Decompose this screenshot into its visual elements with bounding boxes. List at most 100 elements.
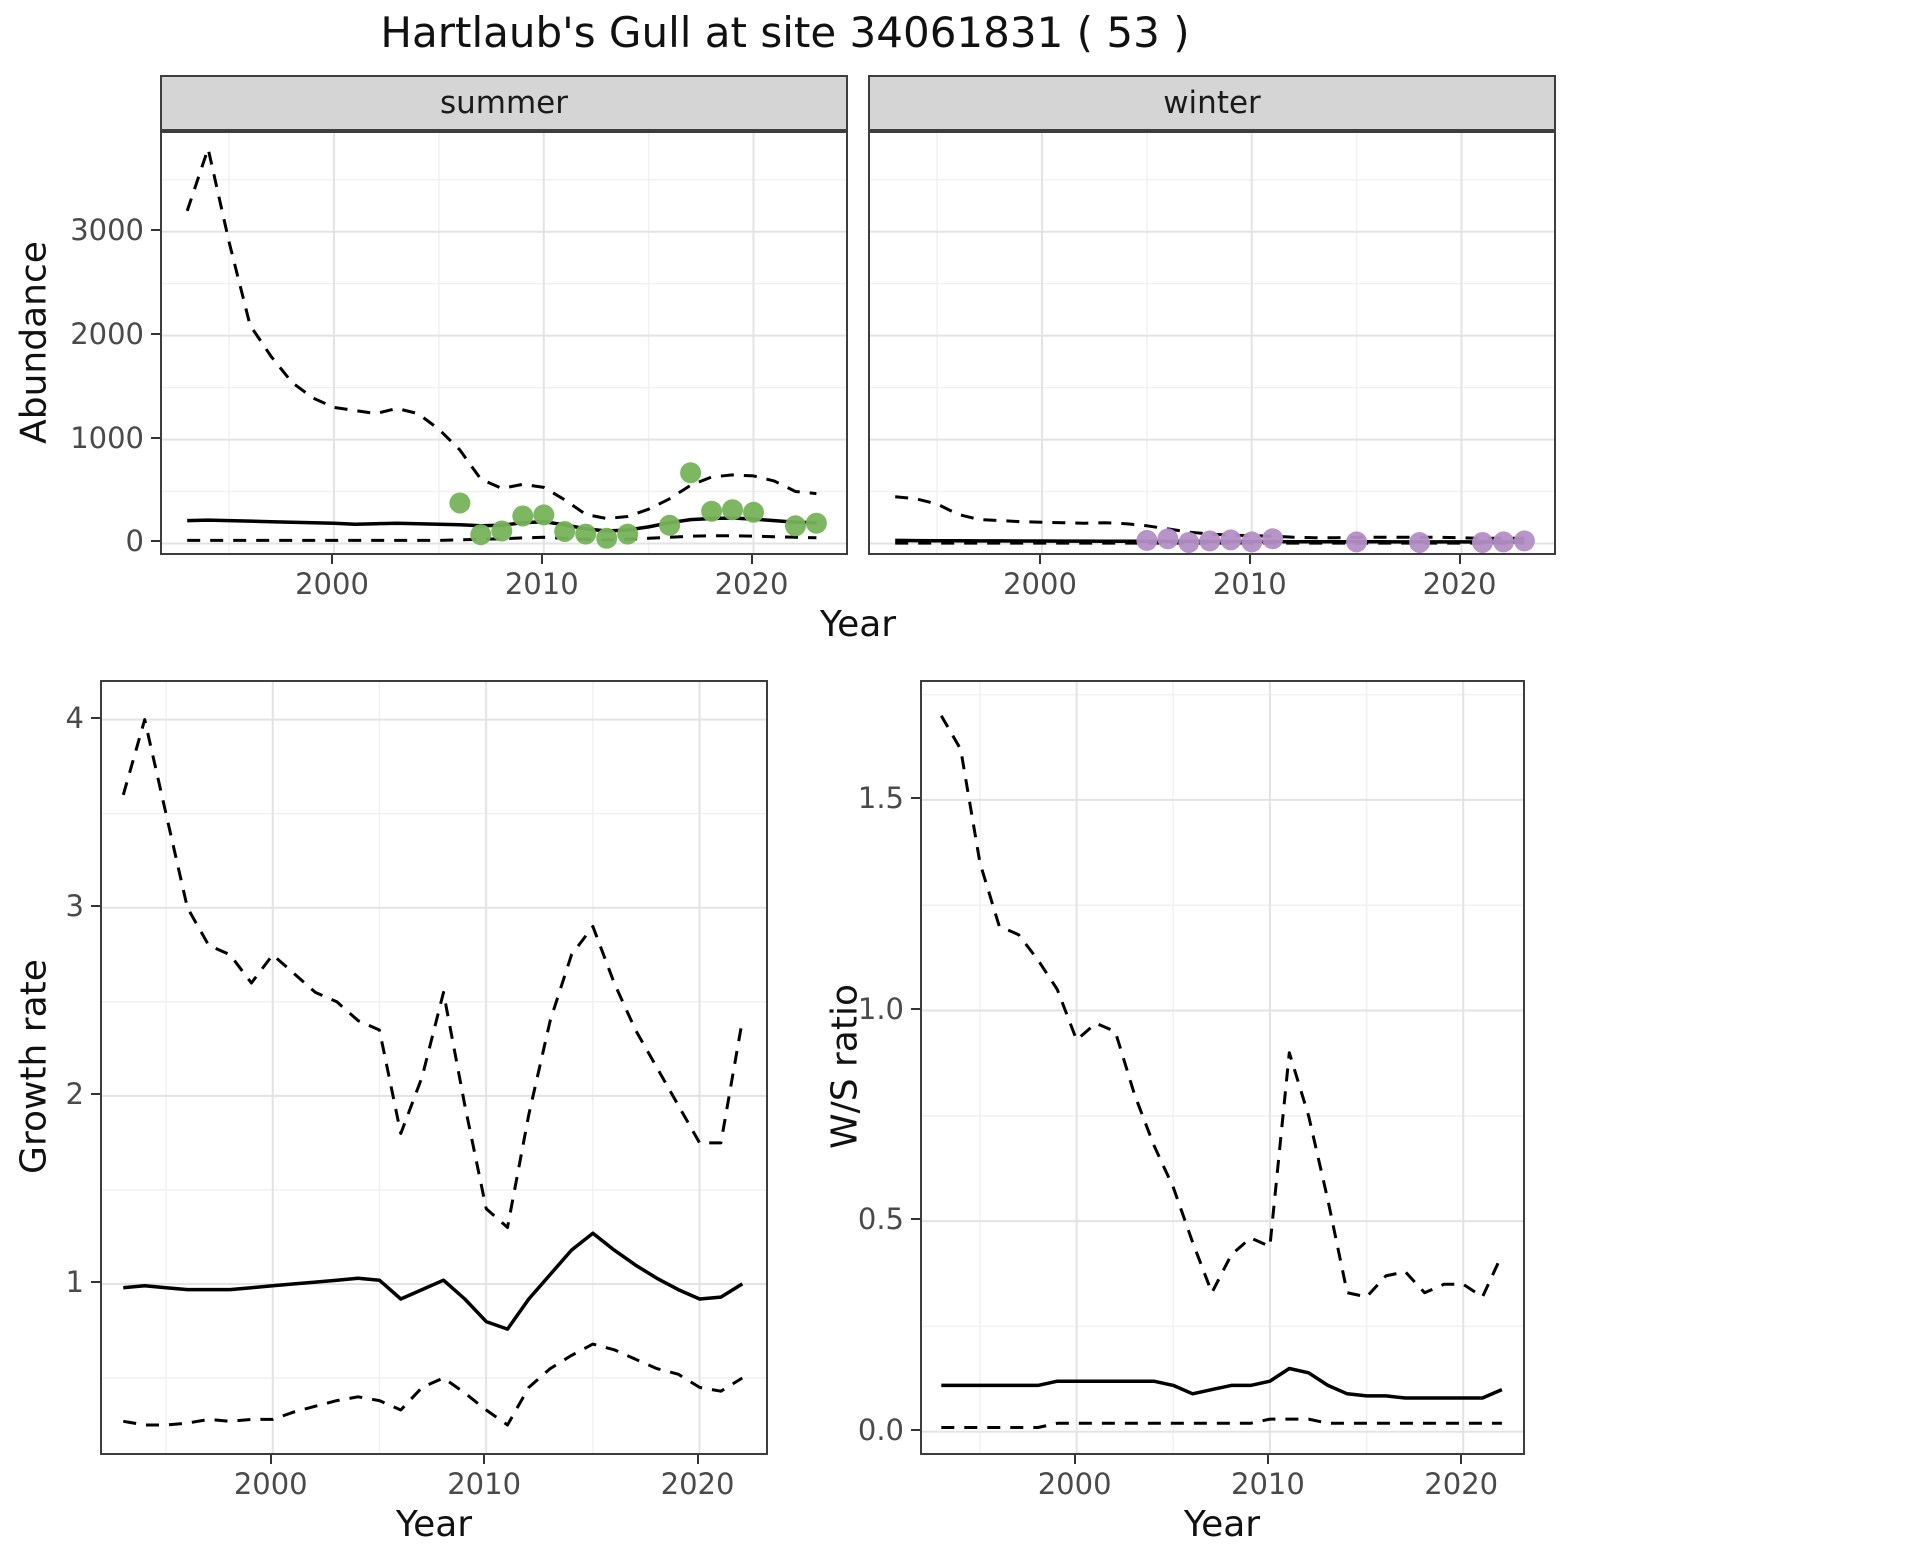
abundance_summer-observation-point bbox=[701, 500, 723, 522]
x-axis-tick-label: 2000 bbox=[1003, 567, 1077, 601]
growth-rate-axis-title: Growth rate bbox=[13, 959, 55, 1174]
abundance_winter-observation-point bbox=[1493, 531, 1514, 553]
x-axis-tick-label: 2020 bbox=[1424, 1467, 1499, 1501]
abundance_winter-observation-point bbox=[1241, 531, 1263, 553]
y-axis-tick-mark bbox=[91, 904, 100, 907]
y-axis-tick-label: 3 bbox=[65, 888, 84, 923]
abundance_summer-observation-point bbox=[491, 520, 513, 542]
x-axis-tick-mark bbox=[540, 555, 543, 564]
top-year-axis-title: Year bbox=[819, 604, 897, 645]
y-axis-tick-mark bbox=[911, 1007, 920, 1010]
y-axis-tick-mark bbox=[151, 540, 160, 543]
growth_rate-upper-ci-line bbox=[121, 718, 744, 1229]
abundance_summer-observation-point bbox=[554, 521, 576, 542]
abundance_winter-observation-point bbox=[1178, 532, 1200, 553]
abundance_summer-plot-area bbox=[162, 133, 846, 553]
y-axis-tick-label: 0 bbox=[125, 524, 144, 559]
abundance_summer-observation-point bbox=[617, 523, 639, 545]
growth_rate-plot-area bbox=[102, 682, 766, 1453]
y-axis-tick-mark bbox=[911, 1218, 920, 1221]
abundance_summer-observation-point bbox=[449, 492, 471, 514]
y-axis-tick-label: 0.5 bbox=[857, 1202, 904, 1237]
x-axis-tick-label: 2010 bbox=[504, 567, 579, 601]
y-axis-tick-label: 1000 bbox=[70, 420, 144, 455]
y-axis-tick-label: 1.0 bbox=[857, 991, 904, 1026]
x-axis-tick-mark bbox=[1248, 555, 1251, 564]
y-axis-tick-mark bbox=[91, 1092, 100, 1095]
y-axis-tick-mark bbox=[151, 332, 160, 335]
abundance_winter-observation-point bbox=[1136, 529, 1158, 551]
facet-strip-winter-label: winter bbox=[1163, 85, 1261, 121]
abundance_winter-observation-point bbox=[1157, 528, 1179, 550]
abundance_summer-observation-point bbox=[596, 527, 618, 549]
y-axis-tick-label: 2000 bbox=[70, 316, 144, 351]
abundance_summer-observation-point bbox=[785, 515, 806, 537]
abundance_summer-observation-point bbox=[512, 505, 534, 527]
abundance_winter-observation-point bbox=[1262, 528, 1284, 550]
growth_rate-lower-ci-line bbox=[123, 1342, 744, 1427]
x-axis-tick-label: 2010 bbox=[447, 1467, 522, 1501]
abundance_summer-observation-point bbox=[722, 499, 743, 521]
abundance_summer-observation-point bbox=[805, 512, 827, 534]
abundance_summer-observation-point bbox=[743, 501, 764, 523]
x-axis-tick-label: 2020 bbox=[1422, 567, 1497, 601]
ws-ratio-panel bbox=[920, 680, 1525, 1455]
abundance_winter-observation-point bbox=[1409, 532, 1431, 553]
abundance_summer-observation-point bbox=[470, 524, 492, 546]
ws_ratio-mean-line bbox=[941, 1366, 1503, 1400]
y-axis-tick-label: 2 bbox=[65, 1076, 84, 1111]
x-axis-tick-label: 2020 bbox=[714, 567, 789, 601]
x-axis-tick-label: 2010 bbox=[1231, 1467, 1305, 1501]
x-axis-tick-label: 2000 bbox=[295, 567, 369, 601]
x-axis-tick-label: 2010 bbox=[1212, 567, 1287, 601]
y-axis-tick-label: 3000 bbox=[70, 212, 144, 247]
y-axis-tick-mark bbox=[911, 796, 920, 799]
abundance_winter-observation-point bbox=[1513, 530, 1535, 552]
x-axis-tick-label: 2000 bbox=[1037, 1467, 1112, 1501]
y-axis-tick-label: 1 bbox=[65, 1264, 84, 1299]
y-axis-tick-mark bbox=[151, 436, 160, 439]
x-axis-tick-mark bbox=[1039, 555, 1041, 564]
abundance_summer-observation-point bbox=[680, 462, 702, 484]
x-axis-tick-mark bbox=[331, 555, 333, 564]
y-axis-tick-mark bbox=[911, 1428, 920, 1431]
x-axis-tick-mark bbox=[1458, 555, 1461, 564]
growth-year-axis-title: Year bbox=[395, 1504, 473, 1545]
ws_ratio-plot-area bbox=[922, 682, 1523, 1453]
x-axis-tick-mark bbox=[1460, 1455, 1463, 1464]
abundance_summer-observation-point bbox=[533, 504, 555, 526]
ws-year-axis-title: Year bbox=[1183, 1504, 1261, 1545]
ws_ratio-lower-ci-line bbox=[941, 1417, 1502, 1429]
y-axis-tick-mark bbox=[91, 716, 100, 719]
abundance_summer-observation-point bbox=[575, 523, 597, 545]
x-axis-tick-mark bbox=[696, 1455, 699, 1464]
x-axis-tick-label: 2020 bbox=[660, 1467, 735, 1501]
x-axis-tick-mark bbox=[1266, 1455, 1269, 1464]
facet-strip-summer: summer bbox=[160, 75, 848, 131]
abundance_winter-observation-point bbox=[1346, 531, 1368, 553]
abundance_summer-observation-point bbox=[659, 514, 681, 536]
abundance_winter-observation-point bbox=[1220, 529, 1242, 551]
growth-rate-panel bbox=[100, 680, 768, 1455]
facet-strip-summer-label: summer bbox=[439, 85, 568, 121]
abundance_winter-observation-point bbox=[1472, 532, 1493, 553]
x-axis-tick-mark bbox=[750, 555, 753, 564]
y-axis-tick-label: 1.5 bbox=[857, 780, 904, 815]
x-axis-tick-mark bbox=[1073, 1455, 1076, 1464]
y-axis-tick-mark bbox=[151, 228, 160, 231]
abundance_winter-observation-point bbox=[1199, 530, 1221, 552]
summer-abundance-panel bbox=[160, 131, 848, 555]
y-axis-tick-label: 0.0 bbox=[857, 1412, 904, 1447]
abundance_summer-lower-ci-line bbox=[187, 534, 817, 542]
facet-strip-winter: winter bbox=[868, 75, 1556, 131]
figure-title: Hartlaub's Gull at site 34061831 ( 53 ) bbox=[380, 8, 1190, 57]
growth_rate-mean-line bbox=[123, 1231, 744, 1331]
abundance_winter-plot-area bbox=[870, 133, 1554, 553]
x-axis-tick-mark bbox=[269, 1455, 272, 1464]
y-axis-tick-mark bbox=[91, 1280, 100, 1283]
abundance_summer-upper-ci-line bbox=[185, 147, 817, 520]
x-axis-tick-label: 2000 bbox=[233, 1467, 308, 1501]
y-axis-tick-label: 4 bbox=[65, 700, 84, 735]
x-axis-tick-mark bbox=[483, 1455, 486, 1464]
